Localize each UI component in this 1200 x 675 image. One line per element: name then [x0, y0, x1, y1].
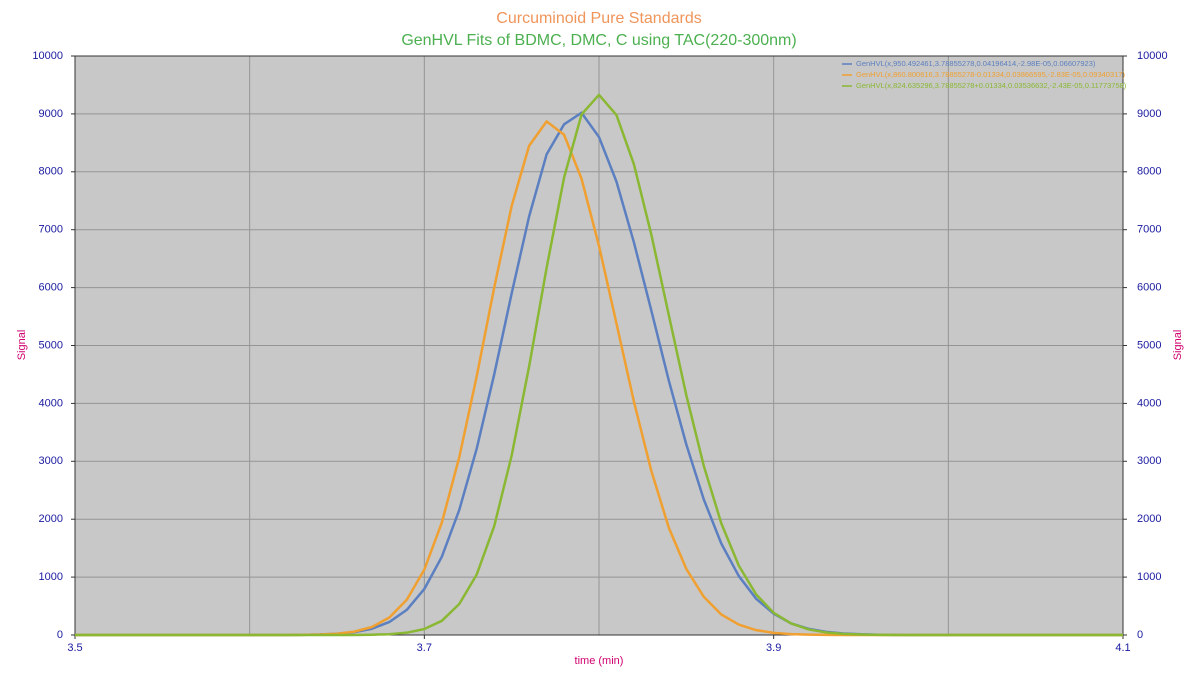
x-tick-label: 3.5: [67, 642, 82, 654]
y2-tick-label: 7000: [1137, 224, 1161, 236]
y2-tick-label: 3000: [1137, 455, 1161, 467]
y-tick-label: 10000: [32, 50, 63, 62]
y2-tick-label: 1000: [1137, 571, 1161, 583]
y-axis-label: Signal: [16, 330, 28, 361]
chart-subtitle: GenHVL Fits of BDMC, DMC, C using TAC(22…: [401, 32, 796, 49]
plot-frame: [74, 55, 1124, 636]
legend-label: GenHVL(x,860.800616,3.78855278-0.01334,0…: [856, 70, 1125, 79]
chart-title: Curcuminoid Pure Standards: [496, 10, 701, 27]
y-tick-label: 6000: [39, 282, 63, 294]
legend-label: GenHVL(x,950.492461,3.78855278,0.0419641…: [856, 59, 1096, 68]
y-tick-label: 5000: [39, 339, 63, 351]
y2-tick-label: 10000: [1137, 50, 1168, 62]
y2-tick-label: 9000: [1137, 108, 1161, 120]
y2-tick-label: 0: [1137, 629, 1143, 641]
y-tick-label: 0: [57, 629, 63, 641]
x-tick-label: 4.1: [1115, 642, 1130, 654]
y2-tick-label: 5000: [1137, 339, 1161, 351]
y2-tick-label: 6000: [1137, 282, 1161, 294]
x-tick-label: 3.7: [417, 642, 432, 654]
y2-tick-label: 2000: [1137, 513, 1161, 525]
x-tick-label: 3.9: [766, 642, 781, 654]
y2-tick-label: 8000: [1137, 166, 1161, 178]
y-tick-label: 4000: [39, 397, 63, 409]
series-line: [75, 93, 1123, 637]
y-tick-label: 2000: [39, 513, 63, 525]
x-axis-label: time (min): [575, 655, 624, 667]
y-tick-label: 9000: [39, 108, 63, 120]
y2-axis-label: Signal: [1172, 330, 1184, 361]
y-tick-label: 7000: [39, 224, 63, 236]
legend-label: GenHVL(x,824.635296,3.78855278+0.01334,0…: [856, 81, 1127, 90]
y-tick-label: 1000: [39, 571, 63, 583]
y2-tick-label: 4000: [1137, 397, 1161, 409]
y-tick-label: 3000: [39, 455, 63, 467]
y-tick-label: 8000: [39, 166, 63, 178]
